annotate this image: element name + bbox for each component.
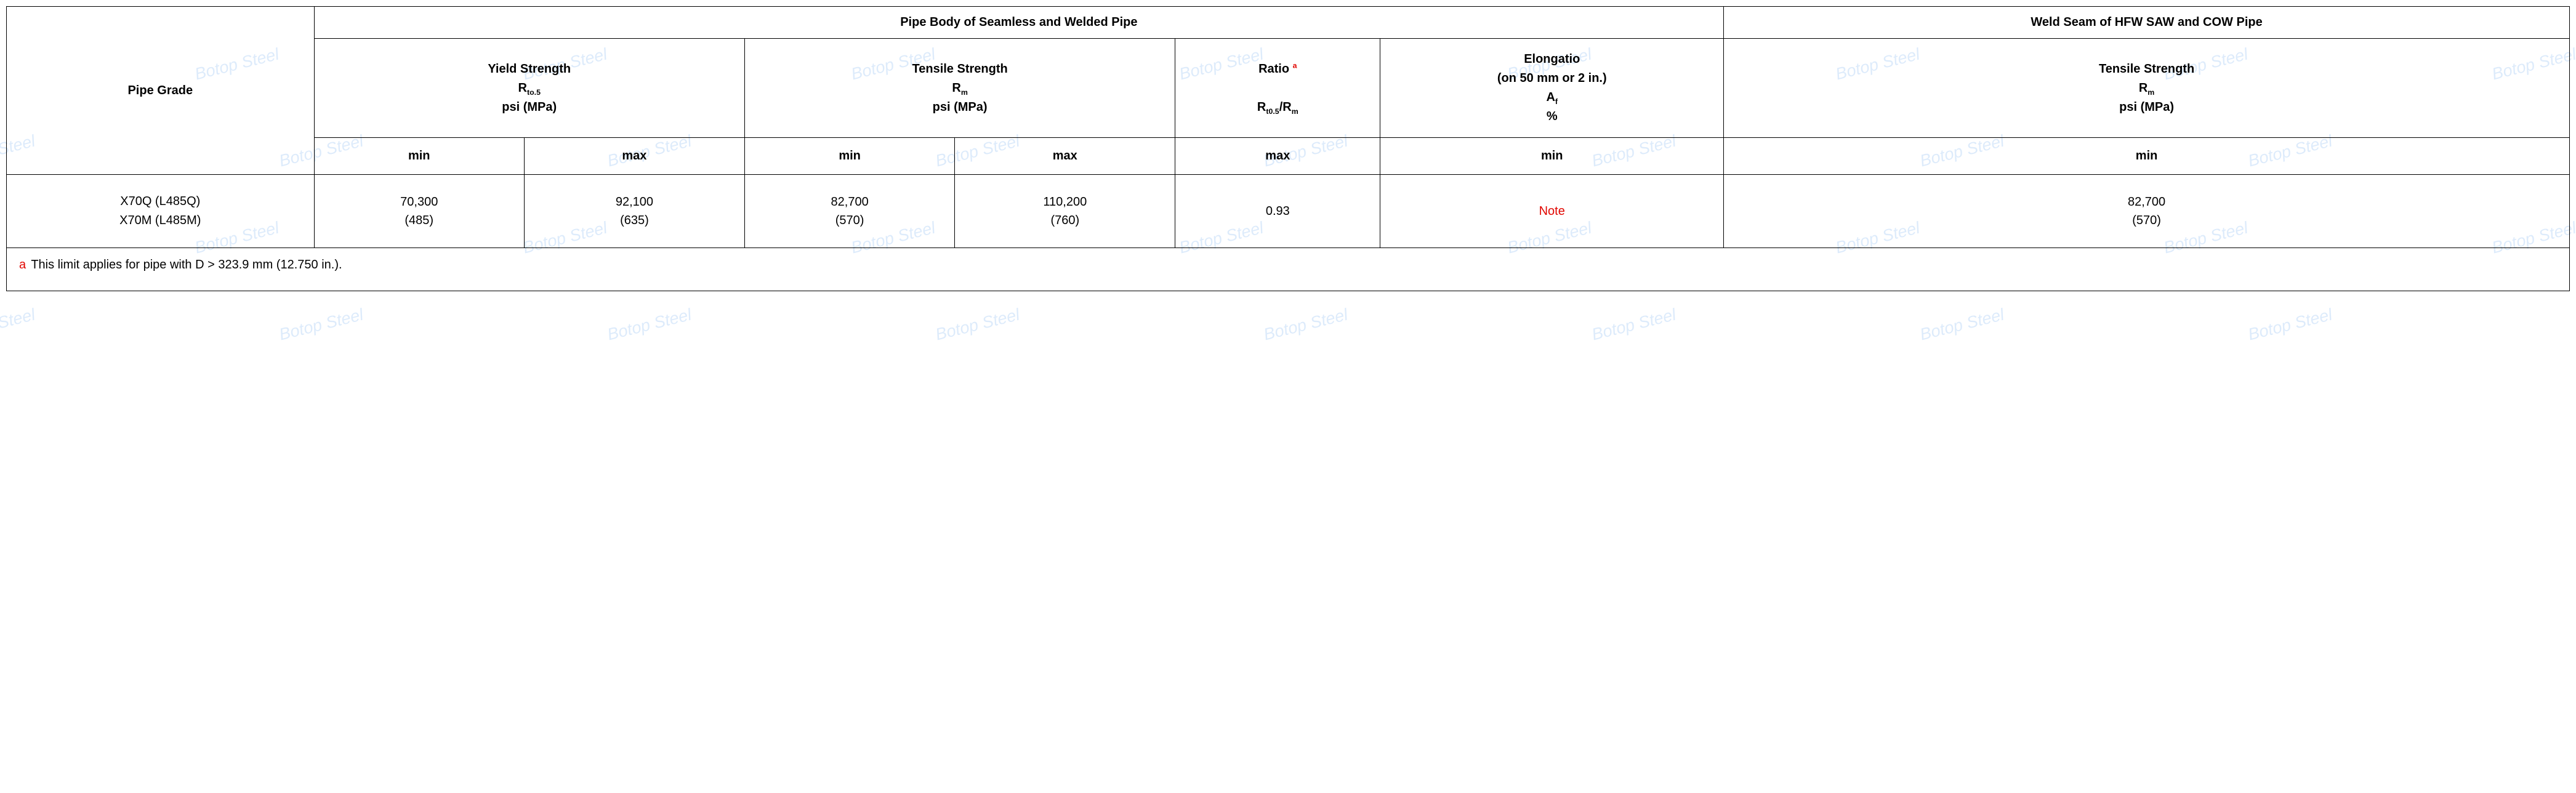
cell-elong: Note xyxy=(1380,175,1724,248)
col-ys-min: min xyxy=(314,138,524,175)
header-row-properties: Yield Strength Rto.5 psi (MPa) Tensile S… xyxy=(7,39,2570,138)
cell-ts-min: 82,700(570) xyxy=(744,175,954,248)
col-ts-max: max xyxy=(955,138,1175,175)
label-elong-line2: (on 50 mm or 2 in.) xyxy=(1497,71,1607,85)
label-tsb-title: Tensile Strength xyxy=(912,62,1008,76)
cell-ratio: 0.93 xyxy=(1175,175,1380,248)
header-pipe-body-section: Pipe Body of Seamless and Welded Pipe xyxy=(314,7,1724,39)
footnote-a: a This limit applies for pipe with D > 3… xyxy=(7,248,2570,291)
label-tsw-title: Tensile Strength xyxy=(2099,62,2194,76)
watermark-text: Botop Steel xyxy=(1590,305,1678,344)
watermark-text: Botop Steel xyxy=(933,305,1021,344)
label-yield-unit: psi (MPa) xyxy=(502,100,557,114)
col-weld-min: min xyxy=(1724,138,2570,175)
watermark-text: Botop Steel xyxy=(277,305,365,344)
footnote-row: a This limit applies for pipe with D > 3… xyxy=(7,248,2570,291)
header-row-minmax: min max min max max min min xyxy=(7,138,2570,175)
label-yield-title: Yield Strength xyxy=(488,62,571,76)
col-ys-max: max xyxy=(524,138,744,175)
header-elongation: Elongatio (on 50 mm or 2 in.) Af % xyxy=(1380,39,1724,138)
data-row: X70Q (L485Q)X70M (L485M) 70,300(485) 92,… xyxy=(7,175,2570,248)
header-tensile-strength-weld: Tensile Strength Rm psi (MPa) xyxy=(1724,39,2570,138)
cell-ys-max: 92,100(635) xyxy=(524,175,744,248)
label-yield-symbol: Rto.5 xyxy=(518,81,540,95)
header-weld-seam-section: Weld Seam of HFW SAW and COW Pipe xyxy=(1724,7,2570,39)
watermark-text: Botop Steel xyxy=(1918,305,2006,344)
watermark-text: Botop Steel xyxy=(0,305,37,344)
cell-ys-min: 70,300(485) xyxy=(314,175,524,248)
label-tsb-unit: psi (MPa) xyxy=(933,100,988,114)
col-ratio-max: max xyxy=(1175,138,1380,175)
watermark-text: Botop Steel xyxy=(1262,305,1350,344)
label-ratio-title: Ratio a xyxy=(1258,62,1297,76)
col-elong-min: min xyxy=(1380,138,1724,175)
header-yield-strength: Yield Strength Rto.5 psi (MPa) xyxy=(314,39,744,138)
cell-grade: X70Q (L485Q)X70M (L485M) xyxy=(7,175,315,248)
spec-table: Pipe Grade Pipe Body of Seamless and Wel… xyxy=(6,6,2570,291)
label-ratio-symbol: Rt0.5/Rm xyxy=(1257,100,1298,114)
header-row-sections: Pipe Grade Pipe Body of Seamless and Wel… xyxy=(7,7,2570,39)
label-tsb-symbol: Rm xyxy=(952,81,967,95)
header-tensile-strength-body: Tensile Strength Rm psi (MPa) xyxy=(744,39,1175,138)
label-elong-symbol: Af xyxy=(1546,91,1558,104)
label-elong-unit: % xyxy=(1547,110,1558,123)
watermark-text: Botop Steel xyxy=(2246,305,2334,344)
label-tsw-unit: psi (MPa) xyxy=(2119,100,2174,114)
col-ts-min: min xyxy=(744,138,954,175)
label-elong-title: Elongatio xyxy=(1524,52,1580,66)
watermark-text: Botop Steel xyxy=(605,305,693,344)
cell-weld-ts-min: 82,700(570) xyxy=(1724,175,2570,248)
label-tsw-symbol: Rm xyxy=(2139,81,2154,95)
header-ratio: Ratio a Rt0.5/Rm xyxy=(1175,39,1380,138)
cell-ts-max: 110,200(760) xyxy=(955,175,1175,248)
header-pipe-grade: Pipe Grade xyxy=(7,7,315,175)
